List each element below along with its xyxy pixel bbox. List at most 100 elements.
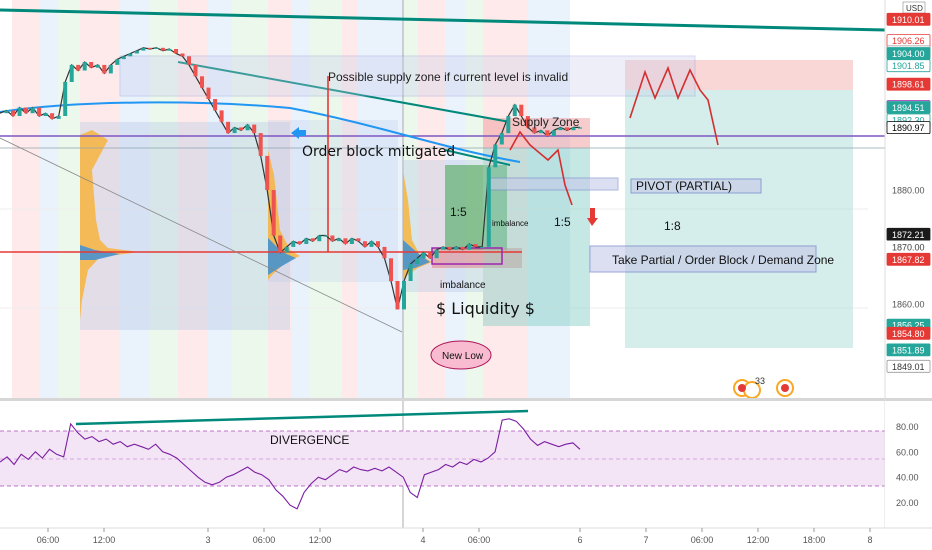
price-level-label-text: 1872.21	[892, 230, 925, 240]
rsi-tick-labels: 80.00 60.00 40.00 20.00	[896, 422, 919, 508]
session-band	[58, 0, 80, 398]
price-candle	[343, 238, 348, 244]
price-candle	[460, 246, 465, 250]
price-candle	[56, 116, 61, 119]
price-level-label-text: 1901.85	[892, 61, 925, 71]
session-band	[232, 0, 268, 398]
price-candle	[239, 127, 244, 131]
left-arrow-tail	[298, 130, 306, 136]
session-band	[150, 0, 178, 398]
long-trendline[interactable]	[0, 8, 886, 32]
left-arrow-icon	[291, 127, 299, 139]
session-band	[418, 0, 445, 398]
price-level-label-bg	[886, 326, 931, 340]
price-candle	[4, 110, 9, 114]
descending-trendline-end[interactable]	[444, 149, 511, 166]
order-block-label: Order block mitigated	[302, 144, 455, 160]
session-band	[12, 0, 40, 398]
price-candle	[545, 130, 550, 136]
currency-label: USD	[906, 4, 923, 13]
session-band	[292, 0, 310, 398]
time-axis[interactable]: 06:00 12:00 3 06:00 12:00 4 06:00 6 7 06:00 12:00 1…	[0, 527, 932, 550]
price-level-label-bg	[886, 77, 931, 91]
price-candle	[43, 113, 48, 116]
price-candle	[37, 107, 42, 116]
price-candle	[499, 133, 504, 145]
volume-profile-regions	[80, 120, 483, 330]
price-candle	[486, 167, 491, 247]
event-count-label: 33	[755, 376, 765, 386]
price-candle	[512, 104, 517, 117]
volume-profile-histogram-3-poc	[403, 240, 430, 270]
price-candle	[187, 56, 191, 65]
price-level-label-text: 1898.61	[892, 80, 925, 90]
price-candle	[17, 107, 22, 116]
price-level-label-bg	[886, 343, 931, 357]
price-level-label-bg	[886, 121, 931, 134]
price-candle	[525, 116, 530, 128]
price-candle	[304, 238, 309, 244]
price-candle	[291, 241, 296, 247]
ema-line[interactable]	[0, 101, 521, 163]
divergence-label: DIVERGENCE	[270, 433, 349, 447]
price-candle	[76, 64, 81, 71]
price-candle	[174, 49, 178, 54]
descending-trendline[interactable]	[177, 61, 511, 123]
price-candle	[421, 252, 426, 259]
price-candle	[219, 110, 224, 122]
rsi-tick-label: 80.00	[896, 422, 919, 432]
projected-stop-box[interactable]	[625, 60, 853, 90]
price-candle	[493, 144, 498, 168]
price-level-label-text: 1906.26	[892, 36, 925, 46]
price-level-labels: 1910.011906.261904.281904.001901.851898.…	[886, 12, 931, 373]
time-tick-label: 7	[643, 535, 648, 545]
price-candle	[95, 64, 100, 68]
session-band	[528, 0, 570, 398]
price-candle	[415, 258, 420, 264]
supply-zone-rectangle[interactable]	[119, 55, 696, 97]
price-level-label: 1910.01	[886, 12, 931, 26]
price-candle	[310, 238, 315, 242]
time-tick-labels: 06:00 12:00 3 06:00 12:00 4 06:00 6 7 06:00 12:00 1…	[37, 528, 873, 545]
volume-profile-histogram-2-poc	[268, 238, 296, 275]
price-candle	[141, 47, 146, 51]
price-candle	[323, 235, 328, 237]
rsi-axis[interactable]: 80.00 60.00 40.00 20.00	[885, 401, 932, 528]
price-candle	[206, 87, 211, 99]
take-partial-box	[589, 245, 817, 273]
price-candle	[200, 76, 204, 88]
price-level-label-text: 1904.00	[892, 49, 925, 59]
divergence-trendline[interactable]	[75, 409, 529, 426]
price-level-label: 1851.89	[886, 343, 931, 357]
price-candle	[389, 258, 393, 282]
price-candle	[571, 127, 576, 131]
price-level-label-text: 1849.01	[892, 362, 925, 372]
projected-target-box[interactable]	[625, 90, 853, 348]
price-candle	[258, 133, 263, 156]
down-arrow-tail	[590, 208, 595, 218]
price-candle	[134, 50, 139, 54]
time-tick-label: 8	[867, 535, 872, 545]
new-low-ellipse[interactable]	[430, 340, 492, 370]
price-candle	[30, 107, 35, 114]
pivot-box[interactable]	[489, 177, 619, 191]
price-candle	[89, 62, 94, 68]
price-candle	[565, 127, 569, 131]
pane-separator[interactable]	[0, 398, 932, 401]
price-candle	[213, 99, 218, 111]
price-level-label: 1849.01	[886, 359, 931, 373]
price-tick-label: 1860.00	[892, 299, 925, 309]
price-candle	[336, 238, 341, 242]
price-candle	[538, 130, 543, 134]
long-position-stop-box[interactable]	[432, 248, 522, 268]
diagonal-guide-line[interactable]	[0, 137, 403, 333]
session-band	[208, 0, 232, 398]
price-candle	[473, 244, 478, 247]
new-low-label: New Low	[442, 351, 484, 362]
ratio-label-3: 1:8	[664, 219, 681, 233]
annotation-texts: Possible supply zone if current level is…	[302, 70, 834, 386]
projection-path-far	[629, 65, 719, 146]
price-axis[interactable]: USD 1910.011906.261904.281904.001901.851…	[884, 0, 932, 550]
price-level-label-bg	[886, 252, 931, 266]
